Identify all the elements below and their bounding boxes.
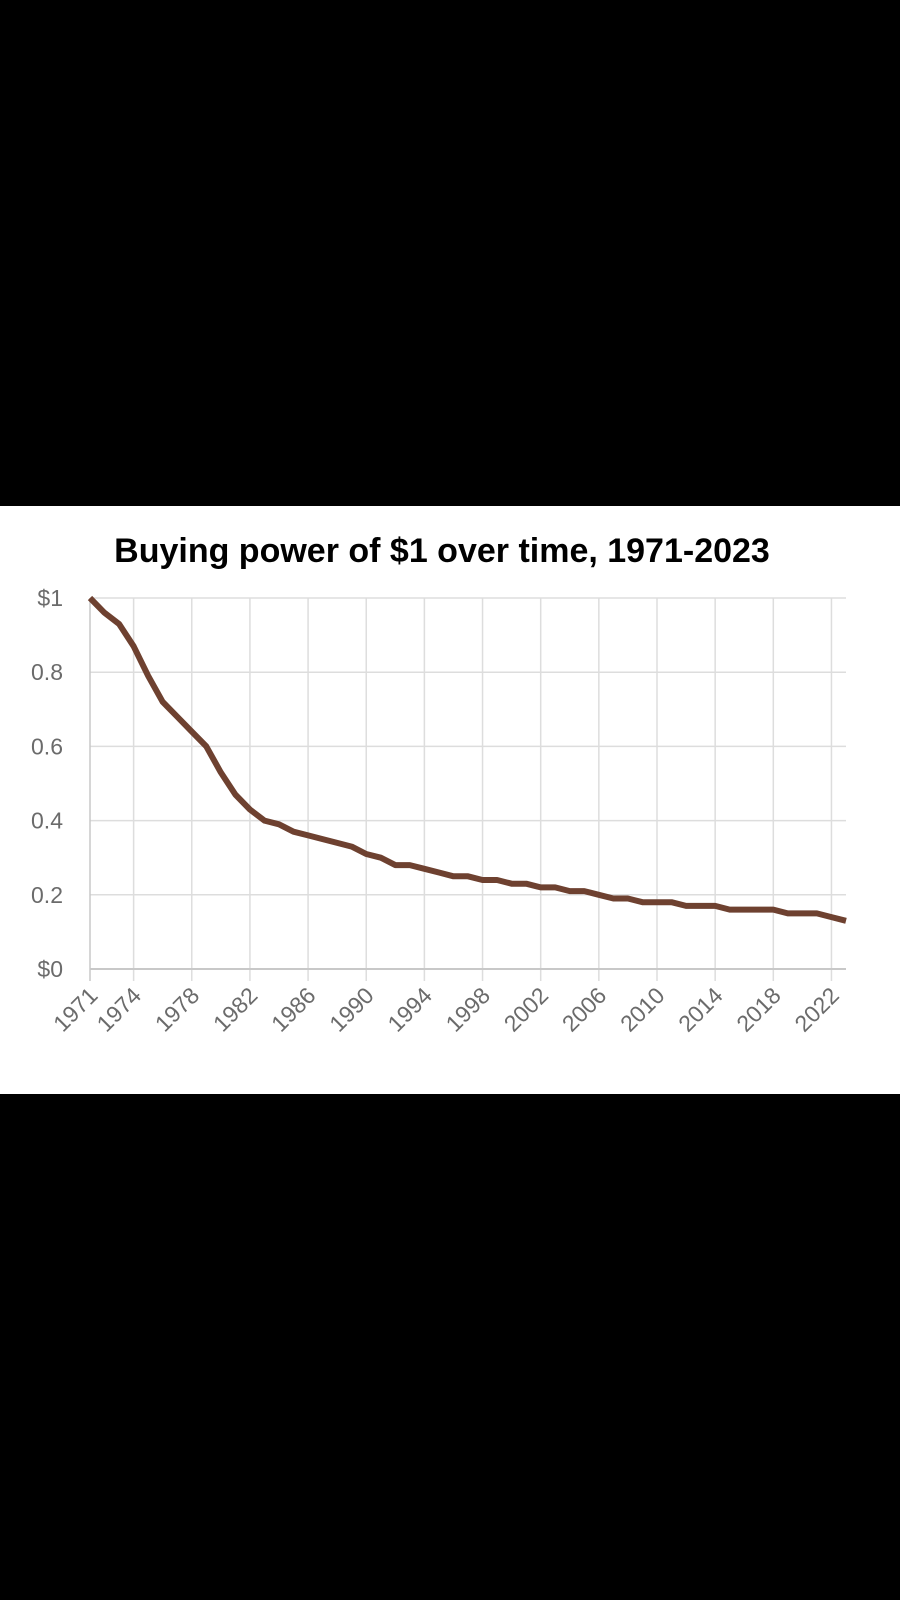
grid-layer [90,597,846,981]
x-tick-label: 2022 [789,982,844,1037]
x-tick-label: 1974 [92,982,147,1037]
y-tick-label: 0.8 [31,659,63,685]
series-layer [87,595,847,924]
chart-panel: $0 0.2 0.4 0.6 0.8 $1 1971 1974 1978 1982 1986 1990… [0,506,900,1094]
y-tick-label: 0.2 [31,882,63,908]
x-tick-label: 1982 [208,982,263,1037]
axis-layer [89,598,846,981]
series-line [87,595,847,924]
x-tick-label: 2010 [615,982,670,1037]
y-tick-label: 0.6 [31,733,63,759]
y-tick-label: $1 [37,585,63,611]
x-tick-label: 2006 [557,982,612,1037]
x-tick-label: 2018 [731,982,786,1037]
y-tick-label: 0.4 [31,808,63,834]
x-tick-label: 1986 [266,982,321,1037]
x-tick-label: 1978 [150,982,205,1037]
x-tick-label: 2014 [673,982,728,1037]
x-tick-label: 1971 [48,982,103,1037]
x-tick-label: 1990 [324,982,379,1037]
chart-title: Buying power of $1 over time, 1971-2023 [114,532,770,570]
x-tick-label: 1994 [382,982,437,1037]
y-tick-label: $0 [37,956,63,982]
x-tick-label: 1998 [441,982,496,1037]
x-tick-label: 2002 [499,982,554,1037]
